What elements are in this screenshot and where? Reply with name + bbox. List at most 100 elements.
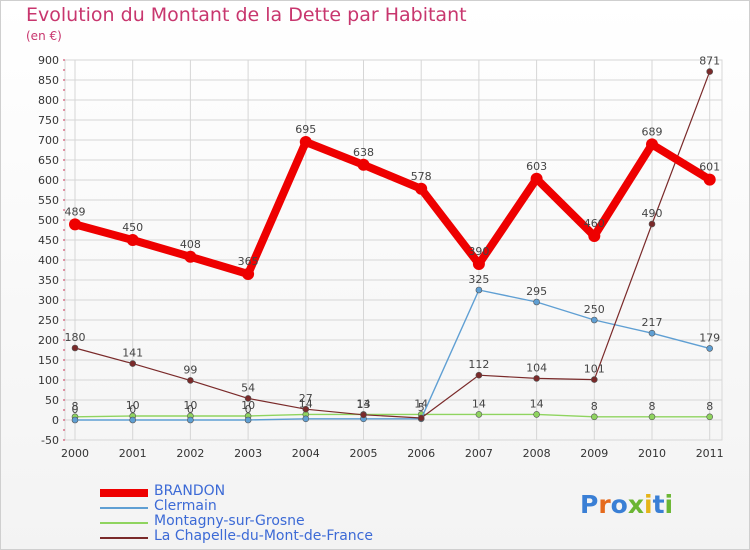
series-line [75,289,710,421]
legend-item-montagny: Montagny-sur-Grosne [100,513,420,530]
x-tick-label: 2000 [61,447,89,460]
data-point [244,416,252,424]
data-point [242,268,255,280]
data-point [244,395,252,402]
data-point [357,158,370,171]
data-label: 601 [699,161,720,174]
data-point [417,414,425,422]
legend-swatch [100,489,148,497]
data-label: 490 [642,207,663,220]
y-tick-label: 300 [38,294,59,307]
data-label: 104 [526,361,547,374]
x-tick-label: 2001 [119,447,147,460]
y-tick-label: 0 [52,414,59,427]
data-label: 101 [584,363,605,376]
series-la-chapelle-du-mont-de-france: 180 141 99 54 27 13 5 112 104 101 490 871 [65,55,720,422]
logo-letter: r [598,490,611,519]
data-label: 217 [642,316,663,329]
data-point [648,329,656,337]
data-label: 8 [72,400,79,413]
data-point [126,234,139,246]
x-tick-label: 2007 [465,447,493,460]
y-tick-label: 250 [38,314,59,327]
y-tick-label: 450 [38,234,59,247]
data-point [590,376,598,383]
data-point [648,413,656,421]
data-label: 390 [468,245,489,258]
legend-item-brandon: BRANDON [100,483,420,500]
data-label: 578 [411,170,432,183]
legend-swatch [100,537,148,539]
y-tick-label: 800 [38,94,59,107]
data-label: 8 [706,400,713,413]
data-label: 365 [238,255,259,268]
data-label: 489 [65,205,86,218]
y-tick-label: 200 [38,334,59,347]
data-label: 8 [649,400,656,413]
data-label: 250 [584,303,605,316]
data-point [71,416,79,424]
data-point [475,371,483,379]
y-tick-label: 550 [38,194,59,207]
data-label: 54 [241,381,255,394]
y-tick-label: 600 [38,174,59,187]
data-point [706,345,714,352]
legend-swatch [100,522,148,524]
data-point [703,173,716,186]
data-point [184,250,197,263]
data-point [129,360,136,367]
series-brandon: 489 450 408 365 695 638 578 390 603 460 689 601 [65,123,720,280]
data-label: 10 [183,399,197,412]
data-label: 13 [357,398,371,411]
logo-letter: i [644,490,653,519]
data-point [360,411,367,419]
data-label: 460 [584,217,605,230]
series-line [74,413,710,418]
logo-letter: t [652,490,665,519]
data-label: 99 [183,363,197,376]
chart-title: Evolution du Montant de la Dette par Hab… [26,4,467,26]
y-tick-label: 650 [38,154,59,167]
series-line [73,138,712,278]
logo-letter: x [627,490,644,519]
data-point [472,258,485,270]
legend-swatch [100,507,148,509]
data-point [588,230,601,242]
data-label: 27 [299,392,313,405]
data-label: 603 [526,160,547,173]
data-label: 0 [187,403,194,416]
y-tick-label: 50 [45,394,59,407]
data-point [590,413,598,421]
data-label: 180 [65,331,86,344]
data-point [299,136,312,148]
data-point [590,316,598,324]
legend-label: Montagny-sur-Grosne [154,513,305,529]
data-label: 8 [591,400,598,413]
data-point [533,411,540,418]
data-label: 0 [245,403,252,416]
data-point [475,286,483,294]
chart-unit: (en €) [26,29,62,43]
logo-letter: i [664,490,674,519]
data-label: 638 [353,146,374,159]
data-label: 295 [526,285,547,298]
data-label: 141 [122,347,143,360]
logo-letter: o [610,490,628,519]
y-tick-label: 350 [38,274,59,287]
y-tick-label: 850 [38,74,59,87]
data-point [71,344,79,352]
x-tick-label: 2008 [523,447,551,460]
data-point [302,415,310,423]
data-point [706,68,714,75]
y-tick-label: 900 [38,54,59,67]
data-label: 689 [642,125,663,138]
y-tick-label: 750 [38,114,59,127]
y-tick-label: 700 [38,134,59,147]
data-point [415,182,428,195]
legend-label: Clermain [154,498,217,514]
data-label: 112 [468,358,489,371]
y-tick-label: 150 [38,354,59,367]
data-point [187,377,194,384]
